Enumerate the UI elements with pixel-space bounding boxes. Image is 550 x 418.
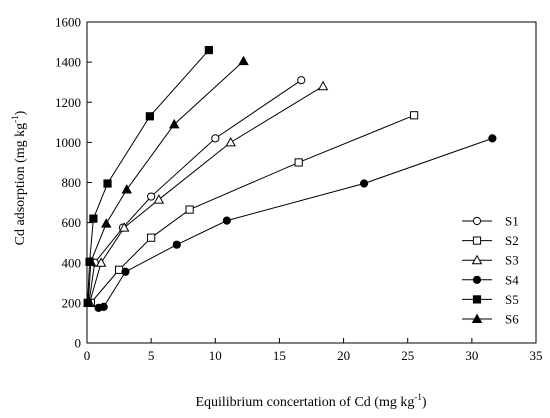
series-s2-line (90, 114, 415, 304)
series-s3-point (225, 136, 236, 147)
legend-marker (472, 295, 482, 304)
plot-border (86, 21, 537, 344)
series-s2-point (185, 205, 194, 214)
x-tick-label: 20 (337, 348, 350, 363)
legend-marker (471, 254, 483, 265)
y-tick-label: 1000 (55, 135, 81, 150)
x-axis: 0 5 10 15 20 25 30 35 (84, 338, 543, 363)
series-s6-point (121, 184, 133, 194)
legend-label: S5 (505, 292, 519, 307)
series-s2-point (147, 233, 156, 242)
series-s2 (86, 111, 419, 307)
series-s3-point (95, 257, 107, 267)
series-s1-point (211, 134, 220, 143)
y-axis-title: Cd adsorption (mg kg-1) (10, 110, 28, 245)
y-tick-label: 600 (62, 215, 82, 230)
legend-marker (471, 313, 483, 324)
legend-item-s4: S4 (462, 272, 519, 287)
legend-marker (472, 216, 482, 226)
series-s6-line (87, 60, 244, 303)
series-s1-line (88, 79, 302, 303)
series-s5-point (145, 112, 154, 121)
x-tick-label: 25 (401, 348, 414, 363)
series-s3-point (153, 194, 165, 204)
y-axis: 0 200 400 600 800 1000 1200 1400 1600 (55, 15, 92, 351)
series-s6-point (168, 118, 180, 129)
legend: S1 S2 S3 S4 S5 S6 (462, 214, 519, 327)
legend-marker (472, 275, 482, 284)
legend-label: S6 (505, 312, 519, 327)
series-s4-point (99, 302, 108, 311)
series-s6-point (238, 55, 249, 66)
x-tick-label: 30 (465, 348, 478, 363)
x-tick-label: 10 (209, 348, 222, 363)
y-tick-label: 1600 (55, 15, 81, 30)
x-tick-label: 35 (530, 348, 543, 363)
series-layer (83, 45, 497, 312)
series-s4-point (359, 179, 369, 188)
y-tick-label: 200 (62, 295, 82, 310)
y-tick-label: 1400 (55, 55, 81, 70)
series-s4-point (488, 134, 497, 143)
series-s5-point (103, 179, 112, 188)
series-s4-point (172, 240, 181, 249)
series-s3-point (118, 222, 130, 232)
legend-item-s2: S2 (462, 233, 519, 248)
legend-label: S2 (505, 233, 519, 248)
legend-label: S4 (505, 272, 519, 287)
series-s6 (83, 55, 249, 307)
y-tick-label: 0 (75, 336, 82, 351)
legend-label: S3 (505, 253, 519, 268)
x-tick-label: 5 (148, 348, 155, 363)
legend-item-s3: S3 (462, 253, 519, 268)
series-s5-point (89, 214, 98, 223)
series-s6-point (100, 218, 112, 228)
x-tick-label: 15 (273, 348, 286, 363)
series-s6-point (85, 256, 97, 266)
legend-item-s5: S5 (462, 292, 519, 307)
x-axis-title: Equilibrium concertation of Cd (mg kg-1) (195, 392, 426, 410)
y-tick-label: 1200 (55, 95, 81, 110)
y-tick-label: 400 (62, 255, 82, 270)
series-s5 (83, 45, 213, 307)
legend-marker (472, 236, 482, 245)
series-s2-point (410, 111, 419, 120)
series-s5-line (87, 49, 210, 303)
series-s3-line (89, 85, 324, 304)
legend-label: S1 (505, 214, 519, 229)
x-tick-label: 0 (84, 348, 91, 363)
series-s2-point (294, 158, 303, 167)
y-tick-label: 800 (62, 175, 82, 190)
series-s4-point (222, 216, 231, 225)
series-s4 (94, 134, 497, 312)
series-s1-point (147, 192, 156, 201)
series-s3-point (317, 80, 329, 91)
series-s5-point (204, 45, 213, 55)
legend-item-s1: S1 (462, 214, 519, 229)
series-s1-point (297, 76, 306, 85)
legend-item-s6: S6 (462, 312, 519, 327)
series-s6-point (83, 297, 94, 307)
series-s4-point (121, 267, 130, 276)
plot-area (86, 21, 537, 344)
